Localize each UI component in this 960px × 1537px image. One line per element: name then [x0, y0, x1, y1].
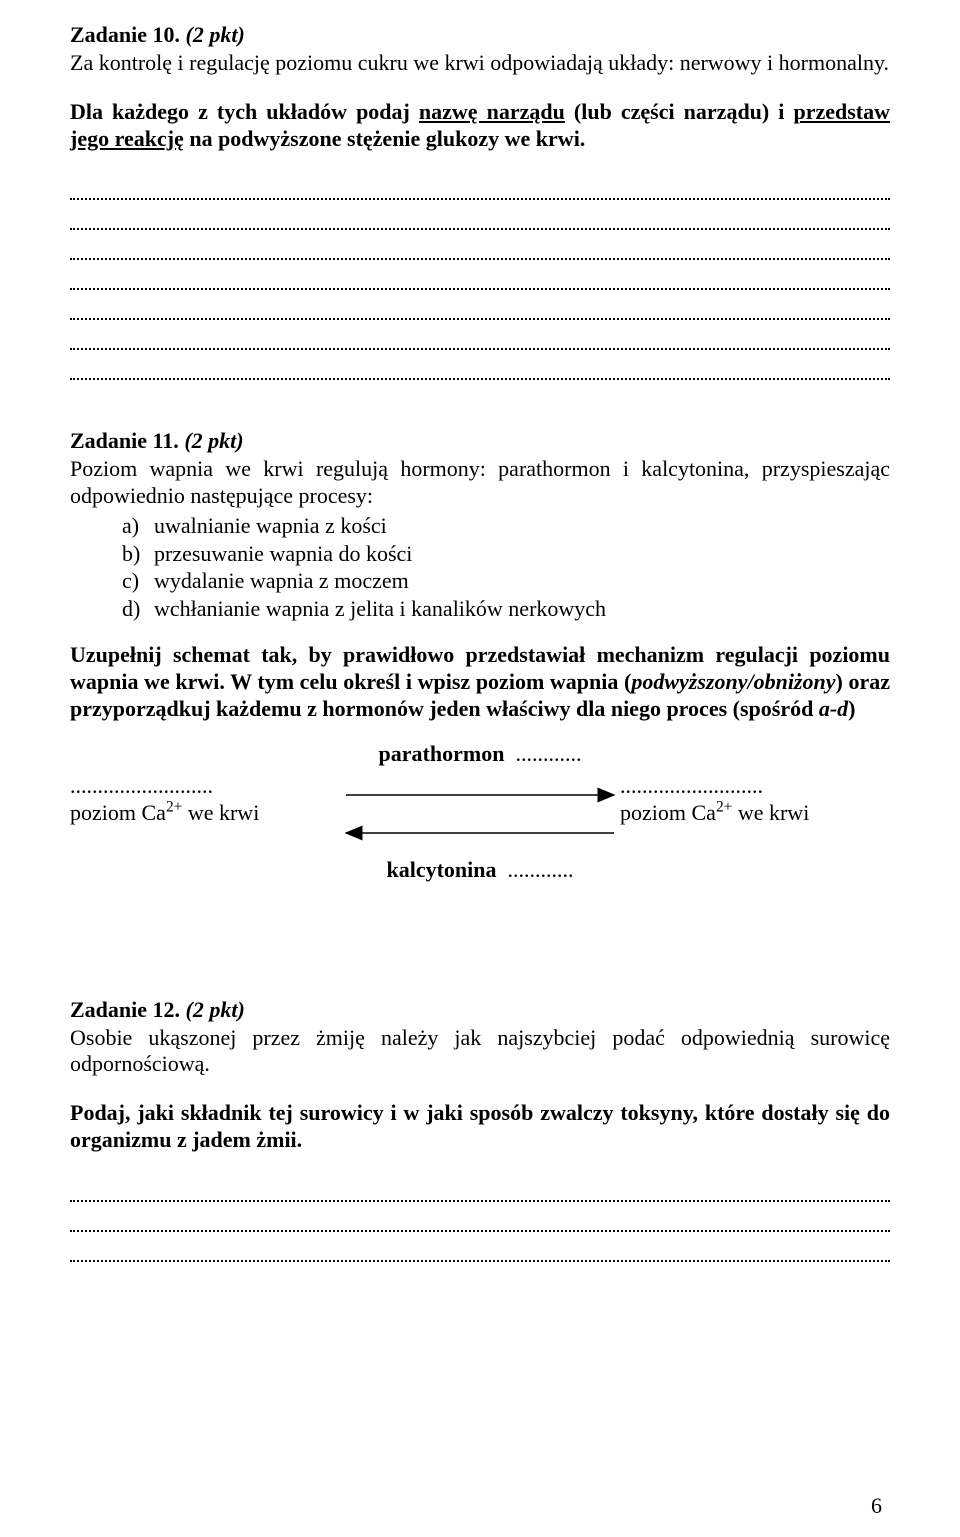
answer-line[interactable]: [70, 232, 890, 260]
task-12-points: (2 pkt): [186, 997, 245, 1022]
task-10-answer-lines[interactable]: [70, 172, 890, 380]
hormone-bottom: kalcytonina: [386, 857, 496, 882]
option-marker: a): [122, 512, 154, 540]
option-a: a)uwalnianie wapnia z kości: [122, 512, 890, 540]
answer-line[interactable]: [70, 322, 890, 350]
answer-line[interactable]: [70, 262, 890, 290]
option-text: wchłanianie wapnia z jelita i kanalików …: [154, 595, 606, 623]
option-marker: d): [122, 595, 154, 623]
task-12-answer-lines[interactable]: [70, 1174, 890, 1262]
arrows-icon: [340, 775, 620, 855]
instr-italic2: a-d: [819, 696, 848, 721]
task-10-prompt-ul1: nazwę narządu: [419, 99, 565, 124]
fill-blank[interactable]: ............: [508, 857, 574, 882]
answer-line[interactable]: [70, 1174, 890, 1202]
task-10-prompt: Dla każdego z tych układów podaj nazwę n…: [70, 99, 890, 153]
task-11-instructions: Uzupełnij schemat tak, by prawidłowo prz…: [70, 642, 890, 722]
task-10: Zadanie 10. (2 pkt) Za kontrolę i regula…: [70, 22, 890, 380]
superscript: 2+: [166, 799, 182, 816]
calcium-regulation-diagram: parathormon ............ ...............…: [70, 741, 890, 921]
right-calcium-level: .......................... poziom Ca2+ w…: [620, 773, 890, 826]
kalcytonina-label: kalcytonina ............: [386, 857, 573, 883]
task-12: Zadanie 12. (2 pkt) Osobie ukąszonej prz…: [70, 997, 890, 1262]
task-10-intro: Za kontrolę i regulację poziomu cukru we…: [70, 50, 890, 77]
fill-blank[interactable]: ..........................: [70, 773, 213, 799]
fill-blank[interactable]: ............: [515, 741, 581, 766]
task-12-intro: Osobie ukąszonej przez żmiję należy jak …: [70, 1025, 890, 1079]
task-10-prompt-prefix: Dla każdego z tych układów podaj: [70, 99, 419, 124]
task-12-heading: Zadanie 12. (2 pkt): [70, 997, 890, 1023]
fill-blank[interactable]: ..........................: [620, 773, 763, 799]
task-11: Zadanie 11. (2 pkt) Poziom wapnia we krw…: [70, 428, 890, 920]
task-10-points: (2 pkt): [186, 22, 245, 47]
task-12-number: Zadanie 12.: [70, 997, 180, 1022]
instr-p3: ): [848, 696, 855, 721]
left-label: poziom Ca: [70, 800, 166, 825]
option-d: d)wchłanianie wapnia z jelita i kanalikó…: [122, 595, 890, 623]
task-10-prompt-mid: (lub części narządu) i: [565, 99, 794, 124]
task-10-heading: Zadanie 10. (2 pkt): [70, 22, 890, 48]
superscript: 2+: [716, 799, 732, 816]
task-11-number: Zadanie 11.: [70, 428, 179, 453]
option-c: c)wydalanie wapnia z moczem: [122, 567, 890, 595]
option-marker: c): [122, 567, 154, 595]
right-label-text: poziom Ca2+ we krwi: [620, 800, 809, 825]
answer-line[interactable]: [70, 1234, 890, 1262]
left-label-text: poziom Ca2+ we krwi: [70, 800, 259, 825]
answer-line[interactable]: [70, 202, 890, 230]
option-text: wydalanie wapnia z moczem: [154, 567, 409, 595]
answer-line[interactable]: [70, 172, 890, 200]
option-b: b)przesuwanie wapnia do kości: [122, 540, 890, 568]
task-11-points: (2 pkt): [184, 428, 243, 453]
parathormon-label: parathormon ............: [379, 741, 582, 767]
task-10-prompt-suffix: na podwyższone stężenie glukozy we krwi.: [184, 126, 585, 151]
right-tail: we krwi: [732, 800, 809, 825]
instr-italic1: podwyższony/obniżony: [631, 669, 835, 694]
option-marker: b): [122, 540, 154, 568]
left-calcium-level: .......................... poziom Ca2+ w…: [70, 773, 340, 826]
task-12-prompt: Podaj, jaki składnik tej surowicy i w ja…: [70, 1100, 890, 1154]
task-11-heading: Zadanie 11. (2 pkt): [70, 428, 890, 454]
page: Zadanie 10. (2 pkt) Za kontrolę i regula…: [0, 0, 960, 1537]
option-text: przesuwanie wapnia do kości: [154, 540, 412, 568]
option-text: uwalnianie wapnia z kości: [154, 512, 387, 540]
page-number: 6: [871, 1493, 882, 1519]
task-11-intro: Poziom wapnia we krwi regulują hormony: …: [70, 456, 890, 510]
answer-line[interactable]: [70, 292, 890, 320]
task-10-number: Zadanie 10.: [70, 22, 180, 47]
hormone-top: parathormon: [379, 741, 505, 766]
answer-line[interactable]: [70, 1204, 890, 1232]
answer-line[interactable]: [70, 352, 890, 380]
task-11-options: a)uwalnianie wapnia z kości b)przesuwani…: [122, 512, 890, 622]
right-label: poziom Ca: [620, 800, 716, 825]
left-tail: we krwi: [182, 800, 259, 825]
